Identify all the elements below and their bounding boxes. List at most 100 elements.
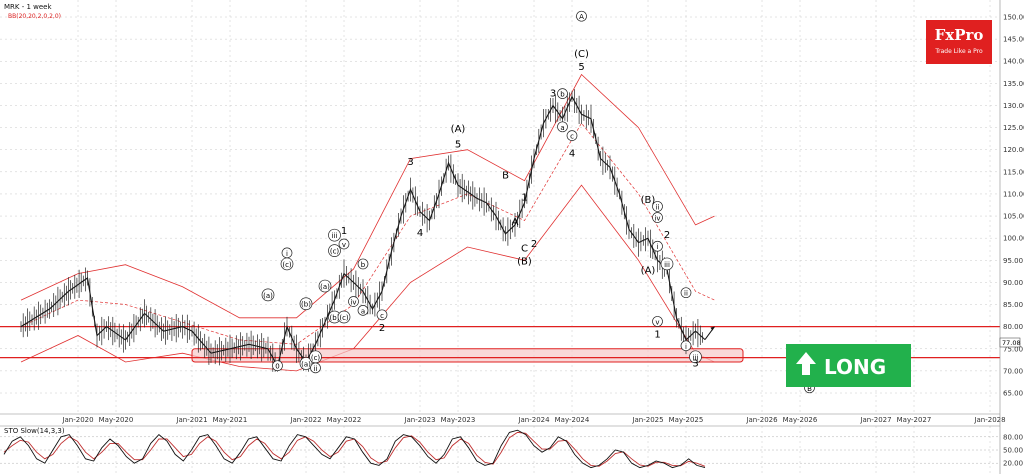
wave-label-circle	[652, 212, 663, 223]
x-tick-label: Jan-2025	[631, 416, 663, 424]
wave-label: A	[576, 10, 587, 22]
x-tick-label: Jan-2027	[859, 416, 891, 424]
wave-label-circle	[557, 88, 568, 99]
wave-label-text: iv	[350, 299, 356, 307]
wave-label: (B)	[641, 195, 656, 206]
wave-label-text: A	[512, 217, 519, 228]
wave-label-text: 2	[531, 239, 537, 250]
wave-label: a	[357, 305, 369, 316]
x-tick-label: Jan-2020	[61, 416, 93, 424]
x-tick-label: Jan-2021	[175, 416, 207, 424]
wave-label-text: (C)	[574, 49, 589, 60]
sto-label: STO Slow(14,3,3)	[4, 427, 65, 435]
x-tick-label: May-2026	[783, 416, 818, 424]
wave-label-text: (a)	[301, 360, 311, 368]
wave-label: (A)	[641, 266, 656, 277]
wave-label: (b)	[299, 297, 313, 311]
indicator-label: BB(20,20,2,0,2,0)	[8, 13, 61, 20]
wave-label-text: 4	[417, 228, 423, 239]
x-tick-label: May-2027	[897, 416, 932, 424]
wave-label-text: c	[570, 133, 574, 141]
wave-label-text: ii	[314, 365, 318, 373]
wave-label-circle	[566, 130, 578, 141]
wave-label-text: i	[286, 250, 288, 258]
wave-label-text: C	[521, 243, 528, 254]
x-tick-label: Jan-2026	[745, 416, 778, 424]
y-tick-label: 120.00	[1003, 146, 1024, 154]
wave-label-text: i	[685, 343, 687, 351]
wave-label: b	[357, 258, 369, 270]
wave-label: 4	[417, 228, 423, 239]
x-tick-label: Jan-2022	[289, 416, 321, 424]
wave-label-circle	[680, 287, 692, 299]
wave-label: (B)	[517, 257, 532, 268]
x-tick-label: May-2021	[213, 416, 248, 424]
wave-label-circle	[310, 362, 321, 374]
wave-label: (c)	[309, 350, 322, 364]
wave-label-text: A	[579, 13, 584, 21]
wave-label: (C)	[574, 49, 589, 60]
wave-label: 3	[550, 89, 556, 100]
bollinger-middle-line	[20, 122, 715, 345]
wave-label: 2	[379, 323, 385, 334]
long-signal-label: LONG	[824, 355, 886, 379]
wave-label-text: iii	[664, 261, 670, 269]
x-tick-label: Jan-2024	[517, 416, 550, 424]
x-tick-label: May-2023	[441, 416, 476, 424]
long-signal-badge: LONG	[786, 344, 911, 387]
last-price-value: 77.08	[1002, 339, 1021, 347]
wave-label: b	[557, 88, 568, 99]
wave-label-text: ii	[684, 290, 688, 298]
wave-label: (c)	[280, 257, 294, 271]
support-zone	[191, 348, 744, 363]
projection-arrowhead	[710, 326, 715, 331]
wave-label-text: (a)	[263, 292, 273, 300]
wave-label-text: (B)	[517, 257, 532, 268]
wave-label: (a)	[318, 279, 332, 293]
wave-label: 3	[692, 358, 698, 369]
wave-label-text: a	[560, 124, 564, 132]
wave-label: ii	[680, 287, 692, 299]
wave-label: iii	[660, 257, 674, 271]
wave-label: 5	[578, 62, 584, 73]
wave-label: v	[338, 238, 350, 250]
y-tick-label: 105.00	[1003, 213, 1024, 221]
wave-label: iii	[328, 228, 341, 242]
wave-label-text: (b)	[301, 301, 311, 309]
y-tick-label: 80.00	[1003, 323, 1023, 331]
x-tick-label: May-2024	[555, 416, 590, 424]
wave-label-circle	[652, 316, 663, 327]
wave-label-text: a	[361, 307, 365, 315]
y-tick-label: 70.00	[1003, 367, 1023, 375]
wave-label-text: iii	[332, 232, 338, 240]
wave-label-text: b	[361, 261, 366, 269]
y-tick-label: 150.00	[1003, 14, 1024, 22]
wave-label-text: 3	[407, 157, 413, 168]
wave-label-circle	[337, 310, 351, 324]
wave-label-text: (b)	[330, 314, 340, 322]
wave-label: i	[680, 340, 692, 352]
y-tick-label: 95.00	[1003, 257, 1023, 265]
wave-label: B	[502, 170, 509, 181]
wave-label-circle	[557, 121, 568, 133]
wave-label: (c)	[337, 310, 351, 324]
chart-title: MRK - 1 week	[4, 3, 52, 11]
wave-label-circle	[272, 360, 283, 372]
wave-label-text: 4	[569, 148, 575, 159]
wave-label-text: (A)	[641, 266, 656, 277]
wave-label: 1	[654, 330, 660, 341]
wave-label-text: 5	[578, 62, 584, 73]
y-tick-label: 125.00	[1003, 124, 1024, 132]
wave-label: iv	[348, 296, 359, 307]
wave-label-text: (B)	[641, 195, 656, 206]
wave-label-circle	[299, 357, 313, 370]
x-tick-label: Jan-2023	[403, 416, 435, 424]
wave-label-text: iii	[693, 354, 699, 362]
wave-label: c	[376, 309, 388, 321]
wave-label: 5	[455, 139, 461, 150]
wave-label-text: B	[502, 170, 509, 181]
wave-label-circle	[689, 350, 702, 364]
wave-label-circle	[338, 238, 350, 250]
wave-label-text: 1	[521, 193, 527, 204]
